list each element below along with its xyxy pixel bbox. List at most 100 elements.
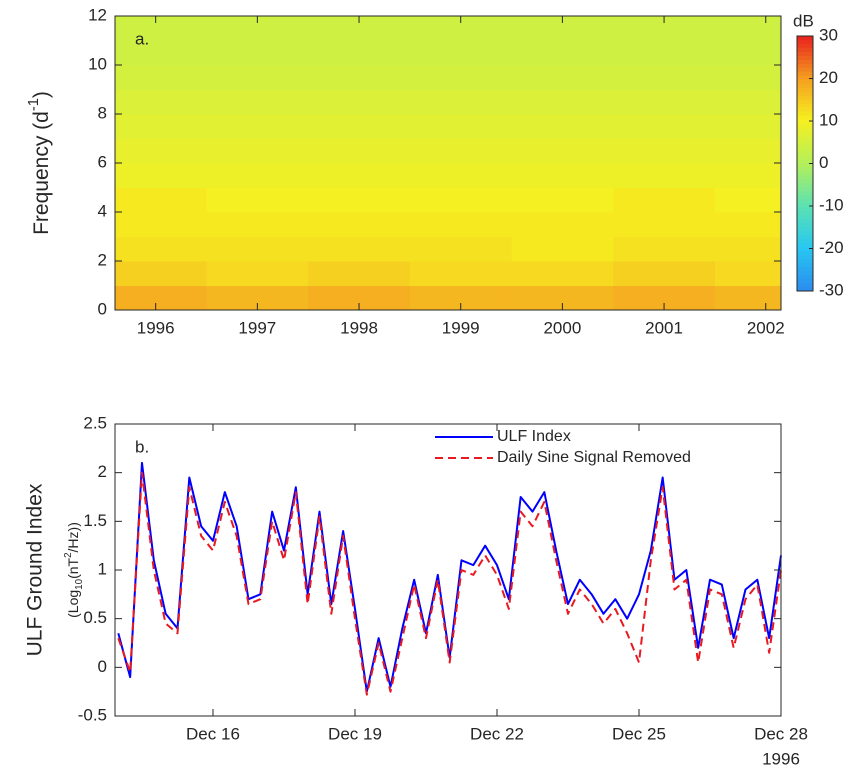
colorbar-swatch [797, 215, 813, 220]
colorbar-swatch [797, 251, 813, 256]
colorbar-swatch [797, 147, 813, 153]
heatmap-cell [115, 285, 208, 311]
y-axis-sublabel-part: (nT [65, 557, 81, 578]
heatmap-cell [308, 187, 411, 213]
heatmap-cell [613, 163, 716, 188]
heatmap-cell [613, 236, 716, 262]
colorbar-swatch [797, 95, 813, 101]
colorbar-tick-label: 10 [819, 110, 838, 129]
heatmap-cell [714, 163, 782, 188]
colorbar-swatch [797, 227, 813, 232]
heatmap-cell [115, 40, 208, 66]
y-axis-sublabel-part: 10 [74, 578, 85, 589]
y-tick-label: 0.5 [83, 608, 107, 627]
heatmap-cell [308, 212, 411, 237]
heatmap-cell [115, 236, 208, 262]
x-tick-label: Dec 28 [754, 724, 808, 743]
y-tick-label: 2 [98, 250, 107, 269]
colorbar-swatch [797, 63, 813, 69]
heatmap-cell [714, 89, 782, 115]
colorbar-swatch [797, 239, 813, 244]
colorbar-swatch [797, 163, 813, 168]
heatmap-cell [714, 16, 782, 41]
heatmap-cell [206, 163, 309, 188]
heatmap-cell [409, 89, 513, 115]
heatmap-cell [308, 163, 411, 188]
heatmap-cell [115, 89, 208, 115]
colorbar-swatch [797, 283, 813, 288]
colorbar-swatch [797, 223, 813, 228]
y-axis-label-part: Frequency (d [30, 111, 53, 235]
colorbar-tick-label: -30 [819, 280, 844, 299]
heatmap-cell [613, 89, 716, 115]
heatmap-cell [613, 40, 716, 66]
colorbar-swatch [797, 143, 813, 149]
colorbar-swatch [797, 195, 813, 200]
heatmap-cell [613, 65, 716, 90]
colorbar-swatch [797, 71, 813, 77]
heatmap-cell [308, 89, 411, 115]
colorbar-swatch [797, 159, 813, 164]
colorbar-swatch [797, 47, 813, 53]
heatmap-cell [115, 261, 208, 286]
heatmap-cell [714, 236, 782, 262]
panel-label: a. [135, 29, 149, 48]
heatmap-cell [115, 114, 208, 139]
x-tick-label: Dec 19 [328, 724, 382, 743]
x-tick-label: 1998 [340, 318, 378, 337]
colorbar-swatch [797, 219, 813, 224]
colorbar-swatch [797, 39, 813, 45]
colorbar-tick-label: -20 [819, 238, 844, 257]
colorbar-swatch [797, 131, 813, 137]
colorbar-swatch [797, 115, 813, 121]
x-tick-label: 1997 [238, 318, 276, 337]
colorbar-swatch [797, 287, 813, 292]
heatmap-cell [409, 40, 513, 66]
x-tick-label: Dec 22 [470, 724, 524, 743]
x-tick-label: 2000 [543, 318, 581, 337]
heatmap-cell [308, 114, 411, 139]
heatmap-cell [714, 114, 782, 139]
heatmap-cell [409, 65, 513, 90]
heatmap-cell [115, 212, 208, 237]
colorbar-swatch [797, 119, 813, 125]
x-year-label: 1996 [762, 749, 800, 768]
colorbar-swatch [797, 171, 813, 176]
colorbar-swatch [797, 155, 813, 161]
y-axis-sublabel-part: 2 [63, 552, 74, 557]
heatmap-cell [206, 65, 309, 90]
heatmap-cell [714, 212, 782, 237]
x-tick-label: 1999 [442, 318, 480, 337]
heatmap-cell [206, 114, 309, 139]
x-tick-label: Dec 16 [186, 724, 240, 743]
colorbar-swatch [797, 67, 813, 73]
x-tick-label: 2002 [747, 318, 785, 337]
heatmap-cell [308, 65, 411, 90]
colorbar-swatch [797, 199, 813, 204]
colorbar-tick-label: -10 [819, 195, 844, 214]
heatmap-cell [308, 236, 411, 262]
y-tick-label: 0 [98, 299, 107, 318]
colorbar-swatch [797, 75, 813, 81]
colorbar-swatch [797, 51, 813, 57]
heatmap-cell [613, 138, 716, 164]
heatmap-cell [714, 65, 782, 90]
heatmap-cell [511, 261, 614, 286]
heatmap-cell [308, 138, 411, 164]
colorbar-swatch [797, 91, 813, 97]
heatmap-cell [409, 187, 513, 213]
heatmap-cell [511, 187, 614, 213]
y-tick-label: 6 [98, 152, 107, 171]
colorbar-swatch [797, 243, 813, 248]
colorbar-swatch [797, 183, 813, 188]
y-axis-sublabel-part: /Hz)) [65, 522, 81, 552]
heatmap-cell [206, 261, 309, 286]
heatmap-cell [613, 261, 716, 286]
legend-label: Daily Sine Signal Removed [497, 449, 691, 466]
y-tick-label: 8 [98, 103, 107, 122]
y-axis-label: Frequency (d-1) [26, 91, 53, 235]
colorbar-swatch [797, 36, 813, 41]
plot-frame [114, 423, 782, 717]
colorbar-swatch [797, 59, 813, 65]
